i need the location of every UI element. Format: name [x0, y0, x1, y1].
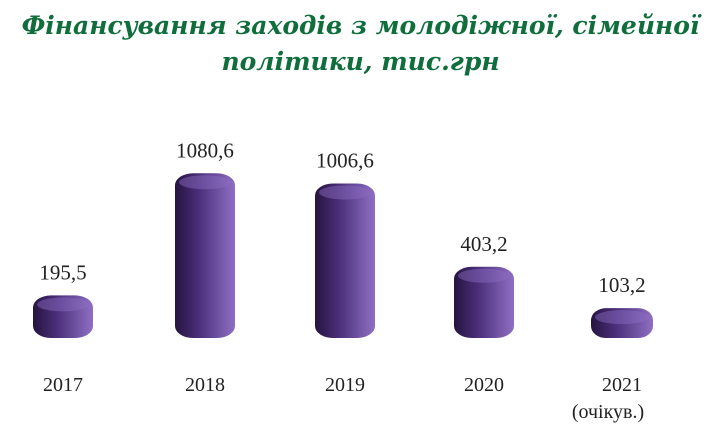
- category-note: (очікув.): [572, 401, 644, 423]
- bar-2019: [315, 183, 375, 338]
- value-label: 1080,6: [176, 138, 234, 162]
- bar-top-highlight: [595, 310, 649, 325]
- bar-top-highlight: [319, 185, 371, 200]
- chart-title-line1: Фінансування заходів з молодіжної, сімей…: [21, 11, 700, 40]
- bar-2017: [33, 295, 93, 338]
- value-label: 403,2: [460, 232, 507, 256]
- bar-2020: [454, 266, 514, 338]
- bars-layer: 195,5 2017 1080,6 2018 1006,6 2019 403,2 2020 10…: [33, 138, 653, 423]
- chart-title: Фінансування заходів з молодіжної, сімей…: [0, 8, 721, 80]
- bar-top-highlight: [458, 268, 510, 283]
- category-label: 2019: [325, 374, 365, 396]
- value-label: 103,2: [598, 273, 645, 297]
- category-label: 2018: [185, 374, 225, 396]
- chart-title-line2: політики, тис.грн: [221, 47, 500, 76]
- value-label: 195,5: [39, 260, 86, 284]
- category-label: 2017: [43, 374, 83, 396]
- value-label: 1006,6: [316, 148, 374, 172]
- bar-top-highlight: [37, 297, 89, 312]
- category-label: 2021: [602, 374, 642, 396]
- bar-2018: [175, 173, 235, 338]
- bar-top-highlight: [179, 175, 231, 190]
- category-label: 2020: [464, 374, 504, 396]
- bar-2021: [591, 308, 653, 338]
